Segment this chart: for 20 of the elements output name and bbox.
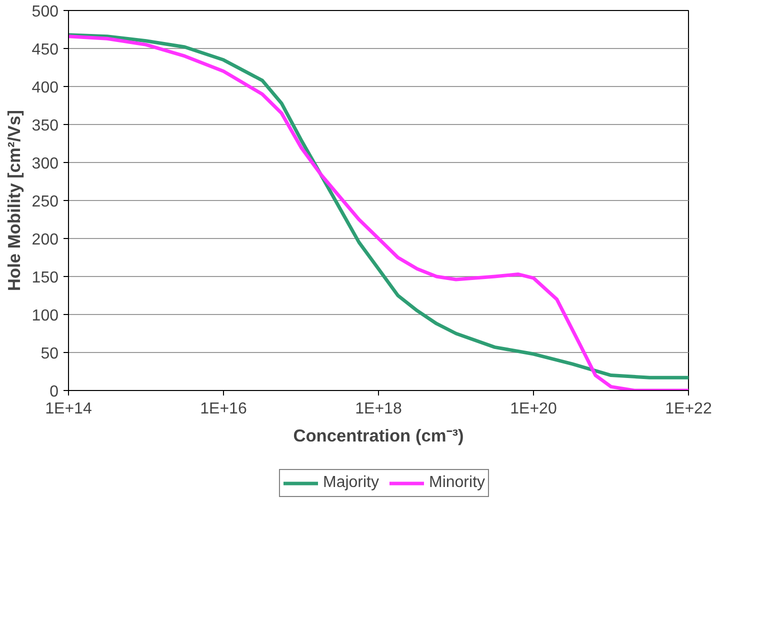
y-axis-title: Hole Mobility [cm²/Vs] — [4, 110, 24, 291]
y-tick-label: 50 — [40, 346, 59, 362]
x-tick-label: 1E+22 — [665, 400, 712, 418]
x-tick-label: 1E+18 — [355, 400, 402, 418]
y-tick-label: 450 — [32, 42, 59, 58]
y-tick-label: 300 — [32, 156, 59, 172]
y-tick-label: 250 — [32, 194, 59, 210]
legend-label: Minority — [429, 474, 486, 492]
y-tick-label: 150 — [32, 270, 59, 286]
y-tick-label: 500 — [32, 4, 59, 20]
y-tick-label: 0 — [50, 384, 59, 400]
y-tick-label: 100 — [32, 308, 59, 324]
y-tick-label: 350 — [32, 118, 59, 134]
x-tick-label: 1E+20 — [510, 400, 557, 418]
y-tick-label: 200 — [32, 232, 59, 248]
x-tick-label: 1E+14 — [45, 400, 92, 418]
x-tick-label: 1E+16 — [200, 400, 247, 418]
y-tick-label: 400 — [32, 80, 59, 96]
x-axis-title: Concentration (cm⁻³) — [293, 426, 464, 446]
legend-label: Majority — [322, 474, 379, 492]
